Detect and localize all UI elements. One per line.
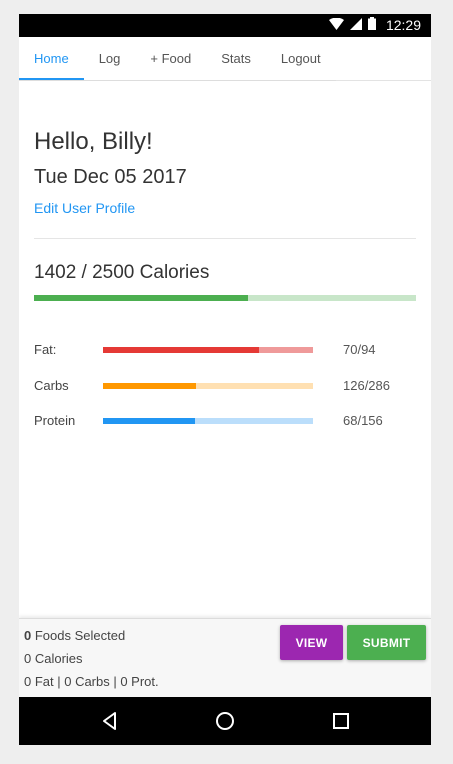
macro-value: 70/94 [343,342,376,357]
android-nav-bar [19,697,431,745]
calories-progress-bar [34,295,416,301]
foods-selected-label: Foods Selected [34,628,126,643]
home-icon[interactable] [213,709,237,733]
edit-profile-link[interactable]: Edit User Profile [34,200,136,216]
back-icon[interactable] [98,709,122,733]
recents-icon[interactable] [329,709,353,733]
status-bar: 12:29 [19,14,431,37]
macro-value: 68/156 [343,413,383,428]
selected-macros-text: 0 Fat | 0 Carbs | 0 Prot. [24,674,159,689]
macro-row-carbs: Carbs 126/286 [34,378,416,398]
protein-progress-fill [103,418,195,424]
macro-label: Protein [34,413,76,428]
protein-progress-bar [103,418,313,424]
tab-add-food[interactable]: + Food [150,51,192,66]
tab-logout[interactable]: Logout [280,51,321,66]
current-date: Tue Dec 05 2017 [34,166,187,188]
tab-log[interactable]: Log [98,51,121,66]
tab-home[interactable]: Home [19,37,84,80]
macro-value: 126/286 [343,378,390,393]
app-screen: 12:29 Home Log + Food Stats Logout Hello… [19,14,431,745]
fat-progress-bar [103,347,313,353]
top-nav: Home Log + Food Stats Logout [19,37,431,81]
macro-label: Fat: [34,342,57,357]
divider [34,238,416,239]
view-button[interactable]: VIEW [280,625,343,660]
calories-summary: 1402 / 2500 Calories [34,262,210,283]
greeting: Hello, Billy! [34,128,153,155]
macro-row-protein: Protein 68/156 [34,413,416,433]
carbs-progress-fill [103,383,196,389]
battery-icon [367,17,376,33]
foods-selected-text: 0 Foods Selected [24,628,125,643]
status-time: 12:29 [385,17,421,33]
foods-count: 0 [24,628,32,643]
selected-calories-text: 0 Calories [24,651,83,666]
wifi-icon [328,17,344,33]
status-icons: 12:29 [328,17,421,33]
macro-row-fat: Fat: 70/94 [34,342,416,362]
carbs-progress-bar [103,383,313,389]
calories-progress-fill [34,295,249,301]
selection-summary-panel: 0 Foods Selected 0 Calories 0 Fat | 0 Ca… [19,618,431,698]
tab-stats[interactable]: Stats [221,51,251,66]
submit-button[interactable]: SUBMIT [347,625,426,660]
signal-icon [349,17,362,33]
macro-label: Carbs [34,378,69,393]
fat-progress-fill [103,347,260,353]
